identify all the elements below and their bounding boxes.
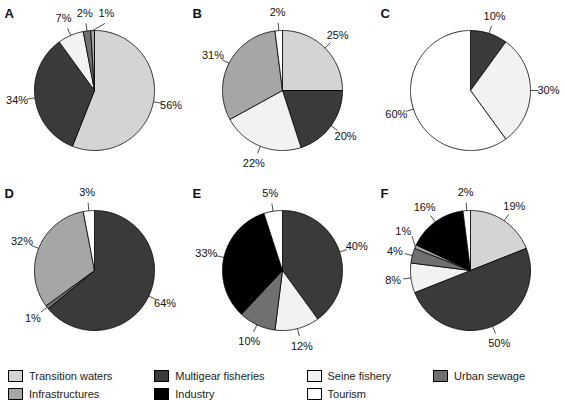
svg-text:50%: 50% (488, 337, 510, 349)
svg-text:16%: 16% (414, 201, 436, 213)
svg-text:B: B (193, 6, 202, 21)
svg-text:A: A (5, 6, 15, 21)
svg-text:C: C (381, 6, 391, 21)
svg-text:19%: 19% (503, 200, 525, 212)
html-text:Tourism: Tourism (327, 388, 366, 400)
svg-text:33%: 33% (195, 247, 217, 259)
html-text:Transition waters: Transition waters (29, 370, 113, 382)
svg-text:3%: 3% (79, 186, 95, 198)
svg-text:E: E (193, 186, 202, 201)
svg-text:30%: 30% (537, 84, 559, 96)
svg-text:34%: 34% (6, 94, 28, 106)
svg-text:10%: 10% (238, 335, 260, 347)
svg-text:22%: 22% (243, 157, 265, 169)
svg-text:1%: 1% (98, 7, 114, 19)
svg-text:40%: 40% (346, 240, 368, 252)
svg-text:12%: 12% (291, 340, 313, 352)
svg-text:56%: 56% (160, 99, 182, 111)
svg-text:7%: 7% (56, 12, 72, 24)
html-text:Urban sewage: Urban sewage (454, 370, 525, 382)
svg-text:20%: 20% (335, 130, 357, 142)
html-text:Seine fishery: Seine fishery (327, 370, 392, 382)
html-text:Infrastructures: Infrastructures (29, 388, 100, 400)
html-text:Multigear fisheries: Multigear fisheries (175, 370, 265, 382)
svg-text:8%: 8% (385, 274, 401, 286)
svg-text:2%: 2% (458, 186, 474, 198)
svg-text:D: D (5, 186, 14, 201)
svg-text:64%: 64% (154, 297, 176, 309)
svg-text:2%: 2% (270, 6, 286, 18)
svg-text:32%: 32% (11, 235, 33, 247)
html-text:Industry: Industry (175, 388, 215, 400)
svg-text:1%: 1% (25, 312, 41, 324)
svg-text:10%: 10% (484, 10, 506, 22)
svg-text:31%: 31% (202, 49, 224, 61)
svg-text:25%: 25% (327, 29, 349, 41)
svg-text:2%: 2% (77, 7, 93, 19)
svg-text:1%: 1% (395, 225, 411, 237)
svg-text:F: F (381, 186, 389, 201)
svg-text:4%: 4% (387, 245, 403, 257)
svg-text:60%: 60% (385, 108, 407, 120)
svg-text:5%: 5% (262, 187, 278, 199)
